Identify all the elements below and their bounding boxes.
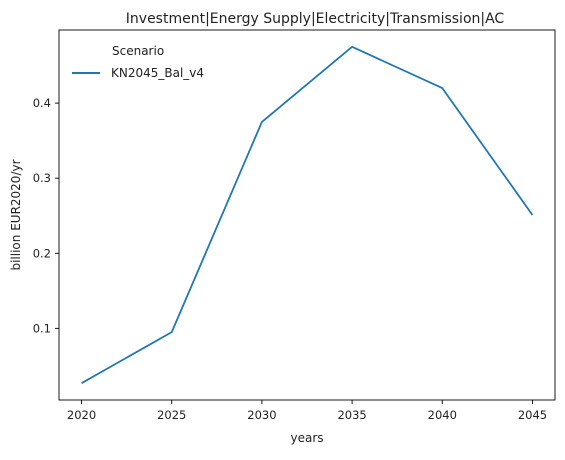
x-tick-label: 2040 [428,408,457,422]
x-tick-label: 2025 [157,408,186,422]
y-tick-label: 0.2 [33,246,51,260]
legend-label: KN2045_Bal_v4 [111,66,204,80]
y-tick-label: 0.3 [33,171,51,185]
series-line [81,45,534,384]
legend: Scenario KN2045_Bal_v4 [72,44,204,80]
chart-title: Investment|Energy Supply|Electricity|Tra… [126,11,505,27]
x-tick-label: 2035 [337,408,366,422]
x-axis-label: years [290,431,323,445]
x-tick-label: 2020 [67,408,96,422]
y-tick-label: 0.4 [33,96,51,110]
y-axis: 0.1 0.2 0.3 0.4 [33,96,59,335]
y-tick-label: 0.1 [33,321,51,335]
x-tick-label: 2045 [518,408,547,422]
series-lines [81,45,534,384]
y-axis-label: billion EUR2020/yr [9,159,23,270]
plot-area [58,29,556,401]
x-tick-label: 2030 [247,408,276,422]
x-axis: 2020 2025 2030 2035 2040 2045 [67,400,547,422]
legend-title: Scenario [112,44,164,58]
